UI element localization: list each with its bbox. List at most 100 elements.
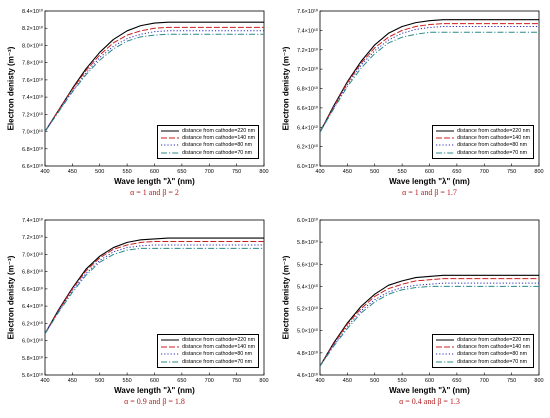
y-tick-label: 7.0×10¹⁰ bbox=[22, 251, 44, 258]
legend-label: distance from cathode=80 nm bbox=[457, 351, 528, 358]
y-tick-label: 7.6×10¹⁰ bbox=[297, 8, 319, 15]
chart-panel-d: 400 450 500 550 600 650 700 750 800 4.6×10¹⁰ 4.8×1… bbox=[275, 209, 550, 418]
x-tick-label: 550 bbox=[123, 378, 132, 384]
y-axis-label: Electron denisty (m⁻³) bbox=[281, 255, 291, 339]
legend-label: distance from cathode=70 nm bbox=[182, 149, 253, 156]
x-tick-label: 500 bbox=[95, 169, 104, 175]
legend: distance from cathode=220 nm distance fro… bbox=[432, 125, 534, 159]
y-tick-label: 7.0×10¹⁰ bbox=[297, 66, 319, 73]
x-axis-label: Wave length "λ" (nm) bbox=[114, 386, 195, 395]
chart-svg: 400 450 500 550 600 650 700 750 800 6.6×10¹⁰ 6.8×1… bbox=[22, 8, 269, 175]
y-tick-label: 8.4×10¹⁰ bbox=[22, 8, 44, 15]
series-line-1 bbox=[44, 241, 264, 334]
series-line-1 bbox=[319, 23, 539, 133]
y-tick-label: 7.0×10¹⁰ bbox=[22, 129, 44, 136]
legend-label: distance from cathode=220 nm bbox=[457, 127, 530, 134]
series-line-2 bbox=[319, 282, 539, 367]
panel-caption: α = 1 and β = 2 bbox=[130, 188, 179, 197]
legend-entry: distance from cathode=220 nm bbox=[436, 127, 530, 134]
legend-entry: distance from cathode=140 nm bbox=[161, 134, 255, 141]
y-tick-label: 6.4×10¹⁰ bbox=[22, 303, 44, 310]
y-tick-label: 4.6×10¹⁰ bbox=[297, 372, 319, 379]
y-tick-label: 8.0×10¹⁰ bbox=[22, 42, 44, 49]
legend-entry: distance from cathode=220 nm bbox=[436, 336, 530, 343]
x-tick-label: 750 bbox=[507, 169, 516, 175]
legend-swatch bbox=[161, 346, 180, 348]
legend-swatch bbox=[436, 346, 455, 348]
y-tick-label: 4.8×10¹⁰ bbox=[297, 350, 319, 357]
x-tick-label: 400 bbox=[40, 378, 49, 384]
y-tick-label: 6.4×10¹⁰ bbox=[297, 124, 319, 131]
chart-svg: 400 450 500 550 600 650 700 750 800 4.6×10¹⁰ 4.8×1… bbox=[297, 217, 544, 384]
chart-panel-c: 400 450 500 550 600 650 700 750 800 5.6×10¹⁰ 5.8×1… bbox=[0, 209, 275, 418]
panel-caption: α = 1 and β = 1.7 bbox=[402, 188, 457, 197]
x-tick-label: 450 bbox=[343, 169, 352, 175]
y-tick-label: 6.6×10¹⁰ bbox=[22, 163, 44, 170]
series-line-2 bbox=[319, 26, 539, 133]
y-axis-label: Electron denisty (m⁻³) bbox=[6, 255, 16, 339]
x-tick-label: 450 bbox=[68, 378, 77, 384]
y-tick-label: 5.0×10¹⁰ bbox=[297, 328, 319, 335]
series-line-3 bbox=[319, 31, 539, 133]
series-line-3 bbox=[44, 33, 264, 132]
legend: distance from cathode=220 nm distance fro… bbox=[157, 334, 259, 368]
series-line-1 bbox=[44, 26, 264, 132]
chart-svg: 400 450 500 550 600 650 700 750 800 6.0×10¹⁰ 6.2×1… bbox=[297, 8, 544, 175]
x-tick-label: 550 bbox=[398, 169, 407, 175]
legend-swatch bbox=[436, 137, 455, 139]
series-line-3 bbox=[319, 285, 539, 367]
panel-caption: α = 0.9 and β = 1.8 bbox=[124, 397, 185, 406]
legend-entry: distance from cathode=140 nm bbox=[436, 134, 530, 141]
legend-swatch bbox=[161, 144, 180, 146]
legend-label: distance from cathode=220 nm bbox=[457, 336, 530, 343]
x-tick-label: 550 bbox=[123, 169, 132, 175]
x-tick-label: 800 bbox=[534, 378, 543, 384]
series-line-3 bbox=[44, 247, 264, 334]
x-tick-label: 550 bbox=[398, 378, 407, 384]
y-tick-label: 6.8×10¹⁰ bbox=[22, 146, 44, 153]
legend-label: distance from cathode=70 nm bbox=[182, 358, 253, 365]
legend-label: distance from cathode=220 nm bbox=[182, 127, 255, 134]
x-tick-label: 650 bbox=[452, 169, 461, 175]
series-line-0 bbox=[319, 19, 539, 133]
x-axis-label: Wave length "λ" (nm) bbox=[389, 177, 470, 186]
legend-entry: distance from cathode=80 nm bbox=[161, 351, 255, 358]
y-tick-label: 5.8×10¹⁰ bbox=[22, 355, 44, 362]
y-tick-label: 6.8×10¹⁰ bbox=[297, 86, 319, 93]
y-tick-label: 6.8×10¹⁰ bbox=[22, 269, 44, 276]
panel-caption: α = 0.4 and β = 1.3 bbox=[399, 397, 460, 406]
x-tick-label: 700 bbox=[205, 169, 214, 175]
x-tick-label: 700 bbox=[480, 378, 489, 384]
x-tick-label: 450 bbox=[343, 378, 352, 384]
x-tick-label: 600 bbox=[150, 378, 159, 384]
chart-panel-b: 400 450 500 550 600 650 700 750 800 6.0×10¹⁰ 6.2×1… bbox=[275, 0, 550, 209]
legend-swatch bbox=[436, 152, 455, 154]
y-tick-label: 6.0×10¹⁰ bbox=[297, 217, 319, 224]
x-tick-label: 700 bbox=[480, 169, 489, 175]
y-tick-label: 7.2×10¹⁰ bbox=[22, 234, 44, 241]
x-tick-label: 750 bbox=[232, 378, 241, 384]
x-tick-label: 500 bbox=[370, 169, 379, 175]
y-tick-label: 7.4×10¹⁰ bbox=[22, 94, 44, 101]
legend-label: distance from cathode=70 nm bbox=[457, 149, 528, 156]
y-tick-label: 7.2×10¹⁰ bbox=[22, 111, 44, 118]
y-tick-label: 8.2×10¹⁰ bbox=[22, 25, 44, 32]
x-tick-label: 700 bbox=[205, 378, 214, 384]
x-tick-label: 500 bbox=[370, 378, 379, 384]
legend-entry: distance from cathode=70 nm bbox=[436, 358, 530, 365]
legend-entry: distance from cathode=80 nm bbox=[436, 351, 530, 358]
legend-entry: distance from cathode=70 nm bbox=[161, 358, 255, 365]
legend-swatch bbox=[436, 130, 455, 132]
legend-entry: distance from cathode=140 nm bbox=[436, 343, 530, 350]
series-line-1 bbox=[319, 278, 539, 367]
x-tick-label: 500 bbox=[95, 378, 104, 384]
y-tick-label: 6.6×10¹⁰ bbox=[22, 286, 44, 293]
y-tick-label: 7.4×10¹⁰ bbox=[297, 27, 319, 34]
legend: distance from cathode=220 nm distance fro… bbox=[432, 334, 534, 368]
y-tick-label: 5.4×10¹⁰ bbox=[297, 283, 319, 290]
legend-swatch bbox=[436, 144, 455, 146]
legend-label: distance from cathode=80 nm bbox=[182, 351, 253, 358]
legend-label: distance from cathode=220 nm bbox=[182, 336, 255, 343]
legend-entry: distance from cathode=70 nm bbox=[161, 149, 255, 156]
y-tick-label: 5.2×10¹⁰ bbox=[297, 306, 319, 313]
